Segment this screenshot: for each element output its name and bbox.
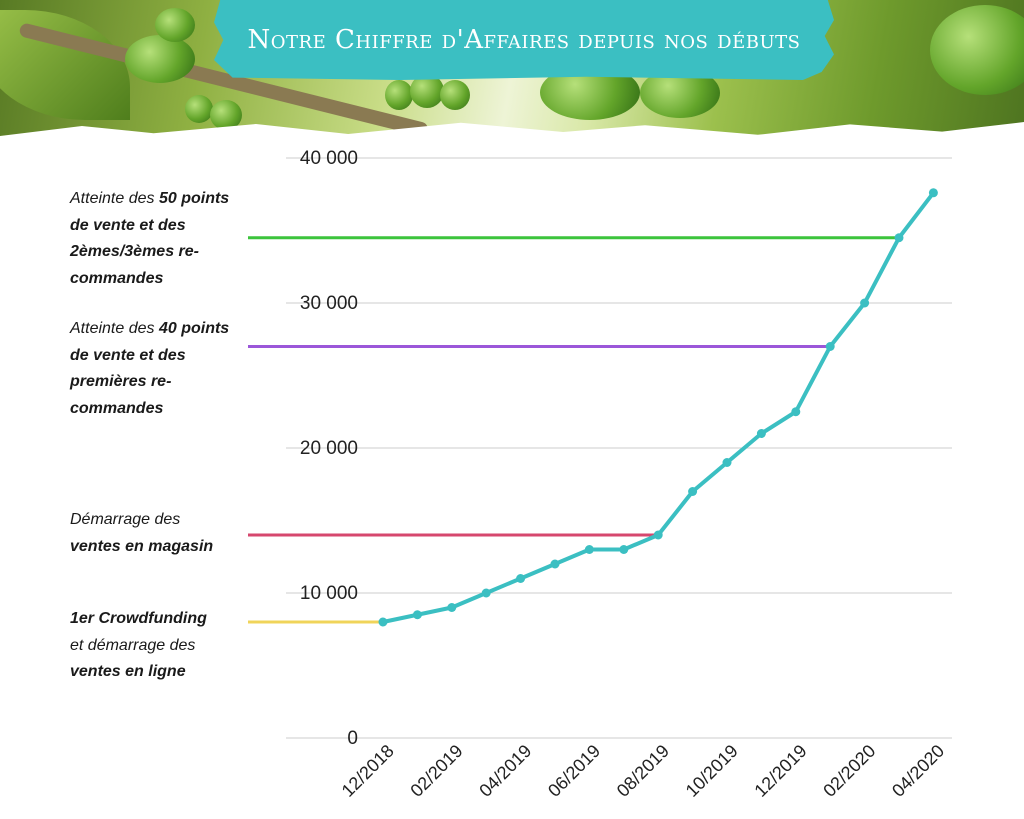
data-point (756, 429, 766, 438)
data-point (481, 588, 491, 598)
coffee-cherry (185, 95, 213, 123)
x-tick-label: 10/2019 (682, 741, 742, 801)
coffee-cherry (385, 80, 413, 110)
annotation-milestone-1: 1er Crowdfunding et démarrage des ventes… (70, 606, 250, 686)
data-point (550, 559, 560, 569)
data-point (791, 407, 801, 417)
x-tick-label: 02/2019 (406, 741, 466, 801)
data-point (516, 574, 526, 583)
data-point (894, 233, 904, 243)
data-point (584, 545, 594, 554)
annotation-bold: 40 points de vente et des premières re-c… (70, 320, 230, 417)
annotation-text: et démarrage des (70, 636, 196, 654)
x-tick-label: 06/2019 (544, 741, 604, 801)
coffee-cherry (930, 5, 1024, 95)
annotation-text: Démarrage des (70, 511, 181, 528)
data-point (688, 487, 698, 496)
x-tick-label: 12/2019 (750, 741, 810, 801)
coffee-cherry (155, 8, 195, 42)
data-point (928, 188, 938, 198)
y-tick-label: 40 000 (300, 148, 358, 169)
y-tick-label: 0 (347, 728, 358, 749)
x-tick-label: 02/2020 (819, 741, 879, 801)
data-point (825, 342, 835, 351)
data-point (378, 617, 388, 627)
chart-title: Notre Chiffre d'Affaires depuis nos débu… (247, 25, 801, 55)
data-point (860, 298, 870, 308)
data-point (619, 545, 629, 554)
data-point (447, 603, 457, 612)
coffee-cherry (440, 80, 470, 110)
annotation-bold: ventes en magasin (70, 537, 214, 555)
annotation-text: Atteinte des (70, 190, 155, 207)
title-banner: Notre Chiffre d'Affaires depuis nos débu… (214, 0, 834, 80)
y-tick-label: 20 000 (300, 438, 358, 459)
annotation-bold: 1er Crowdfunding (70, 610, 207, 627)
y-tick-label: 30 000 (300, 293, 358, 314)
annotation-bold: 50 points de vente et des 2èmes/3èmes re… (70, 190, 230, 287)
x-tick-label: 04/2020 (888, 741, 948, 801)
data-point (653, 530, 663, 540)
annotation-text: Atteinte des (70, 320, 155, 337)
coffee-cherry (210, 100, 242, 130)
series-line (381, 190, 936, 624)
annotation-milestone-4: Atteinte des 50 points de vente et des 2… (70, 186, 240, 292)
data-point (412, 610, 422, 620)
coffee-cherry (125, 35, 195, 83)
annotation-milestone-2: Démarrage des ventes en magasin (70, 507, 250, 560)
annotation-bold: ventes en ligne (70, 663, 186, 680)
data-point (722, 458, 732, 467)
x-tick-label: 08/2019 (613, 741, 673, 801)
y-tick-label: 10 000 (300, 583, 358, 604)
x-tick-label: 04/2019 (475, 741, 535, 801)
x-tick-label: 12/2018 (338, 741, 398, 801)
annotation-milestone-3: Atteinte des 40 points de vente et des p… (70, 316, 240, 422)
